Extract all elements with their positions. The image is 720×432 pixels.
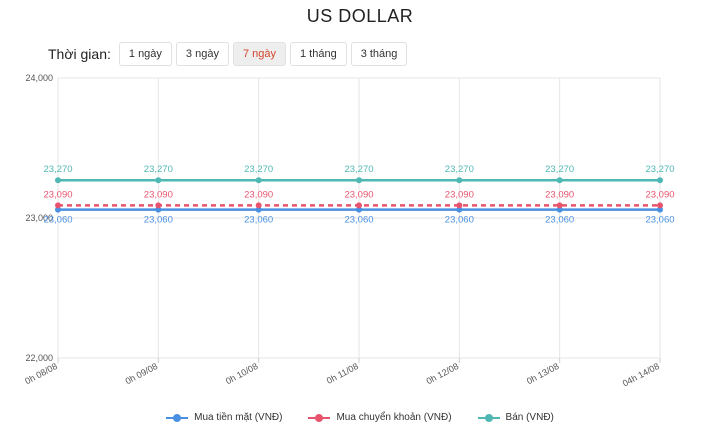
time-range-selector: Thời gian: 1 ngày 3 ngày 7 ngày 1 tháng …	[48, 42, 411, 66]
legend-swatch-cash-buy	[166, 413, 189, 423]
legend-swatch-transfer-buy	[308, 413, 331, 423]
data-label-1: 23,090	[545, 189, 574, 200]
data-label-2: 23,270	[545, 164, 574, 175]
data-point-0	[255, 206, 262, 213]
data-point-2	[55, 177, 61, 184]
y-tick-label: 24,000	[25, 73, 53, 83]
x-tick-label: 0h 10/08	[224, 361, 260, 386]
data-point-2	[356, 177, 362, 184]
data-point-1	[657, 202, 663, 209]
data-point-0	[356, 206, 362, 213]
range-button-7-days[interactable]: 7 ngày	[232, 42, 286, 66]
data-point-2	[456, 177, 463, 184]
data-point-1	[155, 202, 162, 209]
data-point-0	[556, 206, 563, 213]
data-label-1: 23,090	[244, 189, 273, 200]
data-point-1	[255, 202, 262, 209]
data-point-1	[556, 202, 563, 209]
x-tick-label: 0h 08/08	[23, 361, 59, 386]
data-label-0: 23,060	[244, 215, 273, 226]
chart-legend: Mua tiền mặt (VNĐ) Mua chuyển khoản (VNĐ…	[0, 412, 720, 423]
legend-swatch-sell	[477, 413, 500, 423]
x-tick-label: 0h 11/08	[325, 361, 360, 386]
range-button-1-month[interactable]: 1 tháng	[289, 42, 347, 66]
data-label-0: 23,060	[344, 215, 373, 226]
data-point-0	[155, 206, 162, 213]
data-label-2: 23,270	[645, 164, 674, 175]
data-label-2: 23,270	[43, 164, 72, 175]
x-tick-label: 04h 14/08	[621, 361, 661, 389]
legend-label-sell: Bán (VNĐ)	[505, 412, 554, 423]
data-label-2: 23,270	[244, 164, 273, 175]
data-point-0	[55, 206, 61, 213]
data-label-1: 23,090	[43, 189, 72, 200]
data-label-0: 23,060	[43, 215, 72, 226]
range-button-1-day[interactable]: 1 ngày	[118, 42, 172, 66]
data-label-1: 23,090	[445, 189, 474, 200]
legend-item-sell[interactable]: Bán (VNĐ)	[477, 412, 554, 423]
legend-label-cash-buy: Mua tiền mặt (VNĐ)	[194, 412, 283, 423]
y-tick-label: 22,000	[25, 353, 53, 363]
legend-item-transfer-buy[interactable]: Mua chuyển khoản (VNĐ)	[308, 412, 452, 423]
data-label-0: 23,060	[445, 215, 474, 226]
data-point-2	[255, 177, 262, 184]
data-point-1	[356, 202, 362, 209]
data-point-1	[456, 202, 463, 209]
data-label-0: 23,060	[645, 215, 674, 226]
x-tick-label: 0h 13/08	[525, 361, 561, 386]
data-point-1	[55, 202, 61, 209]
data-label-0: 23,060	[545, 215, 574, 226]
data-label-1: 23,090	[344, 189, 373, 200]
data-point-2	[155, 177, 162, 184]
range-button-3-days[interactable]: 3 ngày	[175, 42, 229, 66]
range-button-3-months[interactable]: 3 tháng	[350, 42, 408, 66]
x-tick-label: 0h 09/08	[124, 361, 160, 386]
data-point-0	[657, 206, 663, 213]
legend-item-cash-buy[interactable]: Mua tiền mặt (VNĐ)	[166, 412, 282, 423]
legend-label-transfer-buy: Mua chuyển khoản (VNĐ)	[336, 412, 452, 423]
time-range-label: Thời gian:	[48, 46, 111, 62]
data-point-2	[556, 177, 563, 184]
chart-title: US DOLLAR	[306, 6, 414, 26]
data-label-2: 23,270	[344, 164, 373, 175]
data-label-0: 23,060	[144, 215, 173, 226]
y-tick-label: 23,000	[25, 213, 53, 223]
data-point-2	[657, 177, 663, 184]
data-label-2: 23,270	[445, 164, 474, 175]
data-label-1: 23,090	[645, 189, 674, 200]
data-label-2: 23,270	[144, 164, 173, 175]
data-point-0	[456, 206, 463, 213]
data-label-1: 23,090	[144, 189, 173, 200]
x-tick-label: 0h 12/08	[425, 361, 461, 386]
